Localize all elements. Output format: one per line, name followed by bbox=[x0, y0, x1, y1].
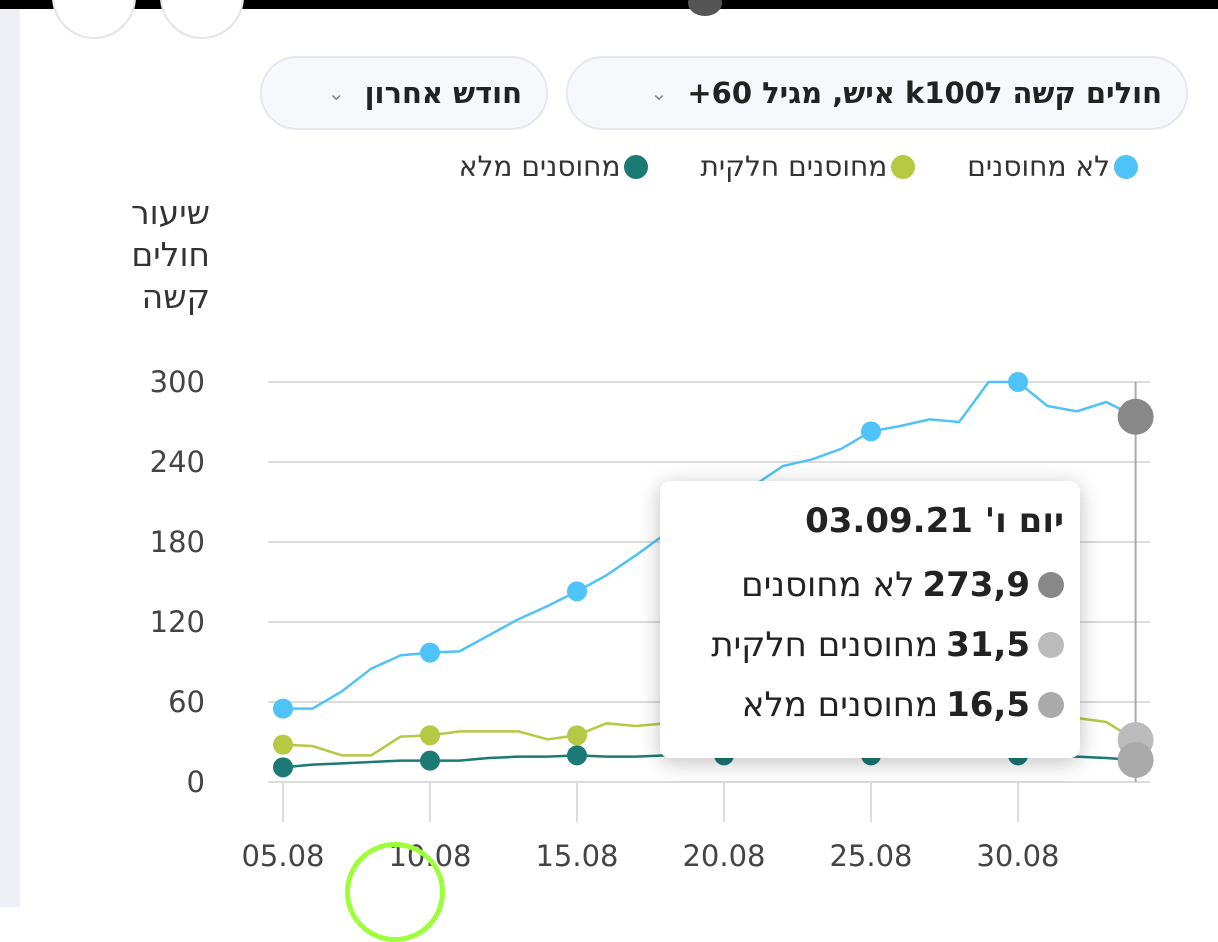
chevron-down-icon: ⌄ bbox=[327, 81, 345, 105]
legend-label: לא מחוסנים bbox=[967, 150, 1110, 183]
hover-point bbox=[1117, 742, 1154, 778]
legend-dot-icon bbox=[891, 154, 916, 179]
y-tick-label: 180 bbox=[150, 525, 205, 559]
chevron-down-icon: ⌄ bbox=[650, 81, 668, 105]
legend-item-unvaccinated[interactable]: לא מחוסנים bbox=[967, 150, 1138, 183]
top-bar bbox=[0, 0, 1218, 9]
legend-label: מחוסנים חלקית bbox=[700, 150, 888, 183]
x-tick-label: 30.08 bbox=[976, 839, 1059, 873]
tooltip-value: 16,5 bbox=[946, 685, 1030, 725]
data-point bbox=[420, 725, 440, 746]
data-point bbox=[567, 725, 587, 746]
y-tick-label: 300 bbox=[150, 365, 205, 399]
hover-point bbox=[1117, 398, 1154, 435]
data-point bbox=[1008, 372, 1028, 392]
legend-dot-icon bbox=[1114, 154, 1138, 179]
data-point bbox=[861, 421, 881, 442]
x-tick-label: 15.08 bbox=[535, 839, 618, 873]
y-tick-label: 120 bbox=[150, 605, 205, 639]
period-dropdown[interactable]: חודש אחרון ⌄ bbox=[260, 56, 548, 130]
y-tick-label: 0 bbox=[187, 765, 205, 799]
x-tick-label: 25.08 bbox=[829, 839, 912, 873]
y-tick-label: 240 bbox=[150, 445, 205, 479]
y-tick-label: 60 bbox=[168, 685, 205, 719]
legend-item-partial[interactable]: מחוסנים חלקית bbox=[700, 150, 916, 183]
legend-label: מחוסנים מלא bbox=[458, 150, 621, 183]
tooltip-label: מחוסנים מלא bbox=[741, 685, 939, 725]
page-edge bbox=[0, 9, 20, 907]
data-point bbox=[273, 698, 293, 719]
data-point bbox=[420, 750, 440, 771]
dot-icon bbox=[1038, 692, 1064, 718]
data-point bbox=[567, 581, 587, 602]
x-tick-label: 05.08 bbox=[241, 839, 324, 873]
dot-icon bbox=[1038, 632, 1064, 658]
period-dropdown-label: חודש אחרון bbox=[364, 76, 522, 110]
tooltip-label: מחוסנים חלקית bbox=[711, 625, 939, 665]
y-axis-label: שיעור חולים קשה bbox=[130, 193, 210, 316]
tooltip-row: 16,5 מחוסנים מלא bbox=[660, 675, 1064, 735]
tooltip-label: לא מחוסנים bbox=[741, 565, 915, 605]
chart-tooltip: יום ו' 03.09.21 273,9 לא מחוסנים 31,5 מחוס… bbox=[660, 481, 1080, 758]
info-icon bbox=[688, 0, 722, 16]
legend-item-full[interactable]: מחוסנים מלא bbox=[459, 150, 649, 183]
data-point bbox=[273, 757, 293, 778]
tooltip-value: 31,5 bbox=[946, 625, 1030, 665]
tooltip-row: 31,5 מחוסנים חלקית bbox=[660, 615, 1064, 675]
tooltip-row: 273,9 לא מחוסנים bbox=[660, 555, 1064, 615]
dot-icon bbox=[1038, 572, 1064, 598]
tooltip-value: 273,9 bbox=[922, 565, 1030, 605]
chart-legend: לא מחוסנים מחוסנים חלקית מחוסנים מלא bbox=[459, 150, 1138, 183]
legend-dot-icon bbox=[624, 154, 649, 179]
speaker-icon bbox=[345, 842, 445, 942]
metric-dropdown[interactable]: חולים קשה לk100 איש, מגיל 60+ ⌄ bbox=[566, 56, 1188, 130]
metric-dropdown-label: חולים קשה לk100 איש, מגיל 60+ bbox=[687, 76, 1162, 110]
data-point bbox=[420, 642, 440, 663]
data-point bbox=[273, 734, 293, 755]
data-point bbox=[567, 745, 587, 766]
x-tick-label: 20.08 bbox=[682, 839, 765, 873]
tooltip-title: יום ו' 03.09.21 bbox=[805, 501, 1064, 541]
